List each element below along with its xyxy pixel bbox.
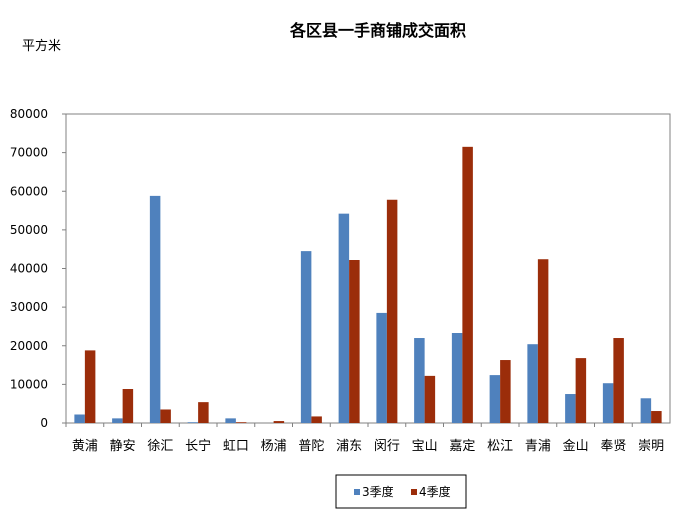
bar-4q bbox=[386, 199, 398, 423]
x-tick-label: 宝山 bbox=[412, 439, 438, 454]
bar-4q bbox=[235, 422, 247, 423]
x-tick-label: 青浦 bbox=[525, 439, 551, 454]
bar-4q bbox=[198, 402, 209, 423]
bar-4q bbox=[122, 389, 134, 423]
y-tick-label: 80000 bbox=[10, 107, 48, 121]
legend-label-3q: 3季度 bbox=[362, 484, 394, 499]
bar-4q bbox=[651, 411, 662, 423]
bar-4q bbox=[424, 375, 436, 423]
bar-4q bbox=[575, 358, 587, 423]
bar-3q bbox=[451, 333, 463, 423]
y-tick-label: 70000 bbox=[10, 146, 48, 160]
bar-3q bbox=[338, 213, 350, 423]
y-tick-label: 10000 bbox=[10, 377, 48, 391]
bar-4q bbox=[537, 259, 549, 423]
bar-3q bbox=[414, 338, 425, 423]
bar-3q bbox=[187, 422, 199, 423]
x-tick-label: 静安 bbox=[110, 439, 136, 454]
y-tick-label: 50000 bbox=[10, 223, 48, 237]
x-tick-label: 普陀 bbox=[298, 438, 324, 454]
bar-3q bbox=[112, 418, 123, 423]
bar-4q bbox=[273, 421, 285, 423]
x-tick-label: 嘉定 bbox=[449, 439, 475, 454]
x-tick-label: 长宁 bbox=[185, 438, 211, 454]
x-tick-label: 崇明 bbox=[638, 439, 664, 454]
bar-3q bbox=[376, 312, 387, 423]
x-tick-label: 浦东 bbox=[336, 439, 362, 454]
bar-4q bbox=[160, 409, 171, 423]
bar-4q bbox=[311, 416, 322, 423]
legend: 3季度 4季度 bbox=[335, 474, 467, 509]
y-tick-label: 40000 bbox=[10, 262, 48, 276]
legend-swatch-4q bbox=[411, 489, 417, 495]
x-tick-label: 奉贤 bbox=[600, 439, 626, 454]
chart-title: 各区县一手商铺成交面积 bbox=[289, 21, 466, 40]
bar-3q bbox=[149, 195, 161, 423]
bar-3q bbox=[74, 414, 85, 423]
x-tick-label: 徐汇 bbox=[147, 439, 173, 454]
x-tick-label: 杨浦 bbox=[261, 439, 287, 454]
bar-4q bbox=[462, 146, 473, 424]
x-tick-label: 黄浦 bbox=[72, 439, 98, 454]
legend-swatch-3q bbox=[354, 489, 360, 495]
bar-4q bbox=[613, 338, 624, 423]
legend-label-4q: 4季度 bbox=[419, 484, 451, 499]
y-tick-label: 20000 bbox=[10, 339, 48, 353]
y-tick-label: 60000 bbox=[10, 184, 48, 198]
x-tick-label: 金山 bbox=[563, 438, 589, 454]
bar-3q bbox=[565, 394, 576, 423]
x-tick-label: 松江 bbox=[487, 439, 513, 454]
bar-4q bbox=[349, 260, 360, 423]
bar-4q bbox=[84, 350, 96, 423]
y-axis-ticks: 0 10000 20000 30000 40000 50000 60000 70000 8000… bbox=[10, 107, 66, 430]
bar-3q bbox=[489, 375, 501, 423]
bar-3q bbox=[602, 383, 614, 423]
y-axis-unit-label: 平方米 bbox=[22, 38, 61, 54]
x-tick-label: 虹口 bbox=[223, 439, 249, 454]
x-tick-label: 闵行 bbox=[374, 439, 400, 454]
y-tick-label: 30000 bbox=[10, 300, 48, 314]
x-axis-labels: 黄浦 静安 徐汇 长宁 虹口 杨浦 普陀 浦东 闵行 宝山 嘉定 松江 青浦 金山 奉贤 崇明 bbox=[65, 423, 664, 454]
bars bbox=[74, 146, 662, 424]
bar-3q bbox=[225, 418, 236, 423]
bar-3q bbox=[640, 398, 652, 423]
bar-3q bbox=[300, 251, 312, 423]
bar-3q bbox=[527, 344, 538, 423]
y-tick-label: 0 bbox=[40, 416, 48, 430]
bar-4q bbox=[500, 360, 511, 423]
